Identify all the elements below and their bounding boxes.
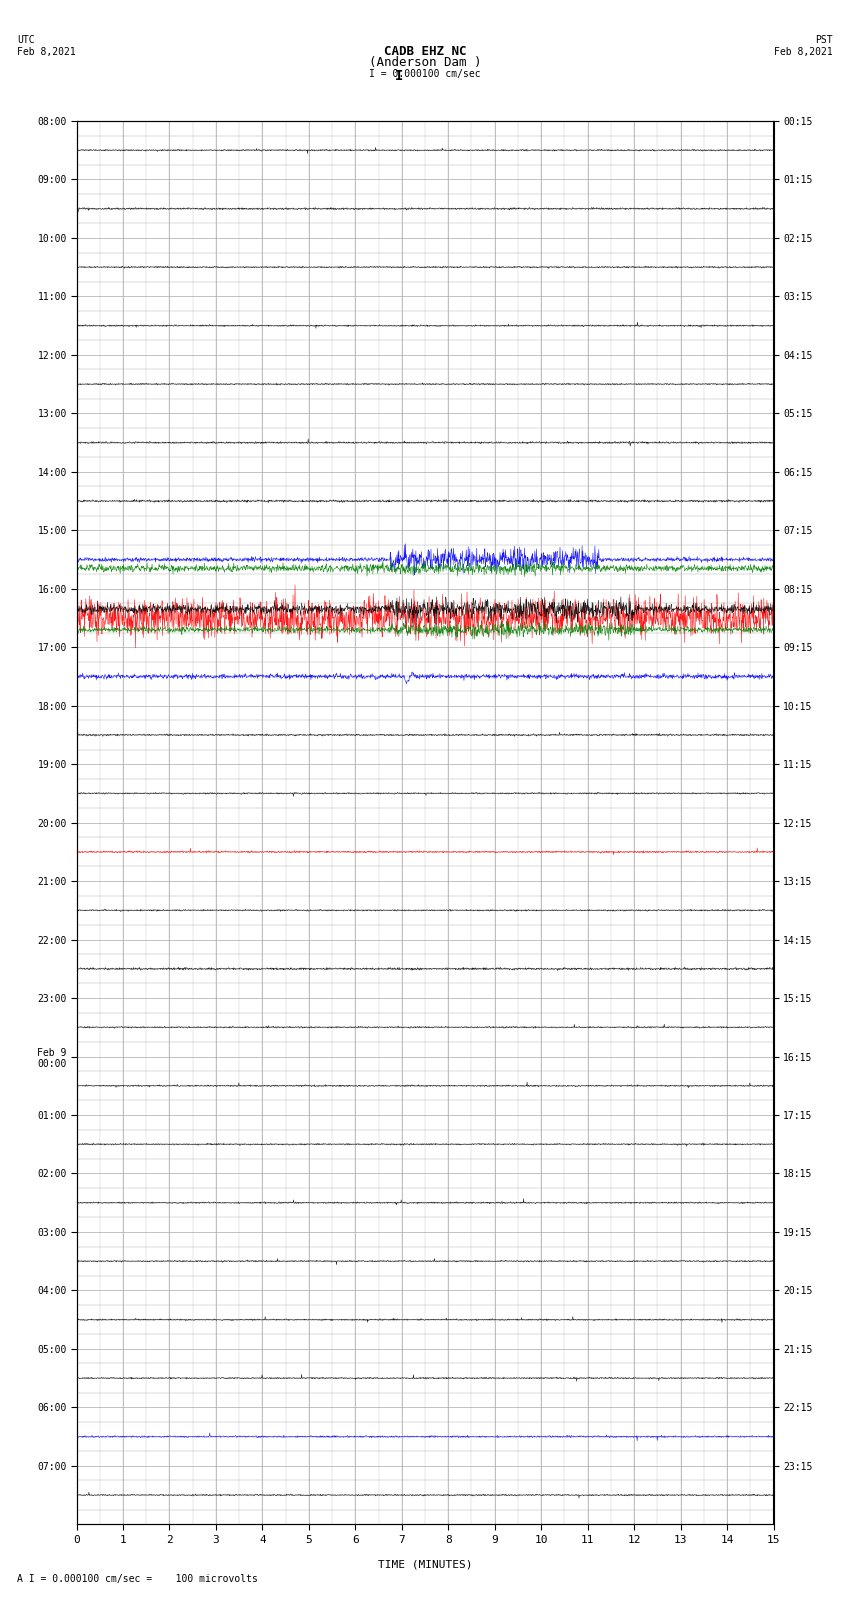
Text: UTC
Feb 8,2021: UTC Feb 8,2021 xyxy=(17,35,76,56)
Text: A I = 0.000100 cm/sec =    100 microvolts: A I = 0.000100 cm/sec = 100 microvolts xyxy=(17,1574,258,1584)
X-axis label: TIME (MINUTES): TIME (MINUTES) xyxy=(377,1560,473,1569)
Text: PST
Feb 8,2021: PST Feb 8,2021 xyxy=(774,35,833,56)
Text: I: I xyxy=(395,69,404,84)
Text: (Anderson Dam ): (Anderson Dam ) xyxy=(369,56,481,69)
Text: I = 0.000100 cm/sec: I = 0.000100 cm/sec xyxy=(369,69,481,79)
Text: CADB EHZ NC: CADB EHZ NC xyxy=(383,45,467,58)
